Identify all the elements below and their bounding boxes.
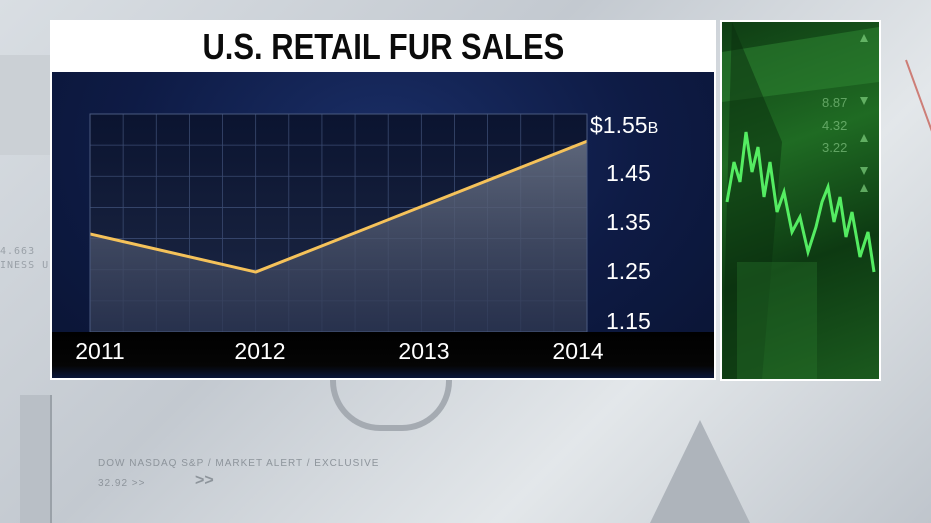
background-footer-value: 32.92 >> xyxy=(98,478,146,489)
x-axis-bar xyxy=(52,332,714,378)
background-ticker-text: 4.663 xyxy=(0,246,36,257)
stock-chart-video-icon: 8.87 4.32 3.22 xyxy=(722,22,879,379)
chart-panel: U.S. RETAIL FUR SALES 2011 2012 2013 2014 1… xyxy=(50,20,716,380)
y-tick-label: $1.55B xyxy=(590,112,658,139)
double-chevron-icon: >> xyxy=(195,472,214,489)
y-tick-label: 1.15 xyxy=(606,308,651,334)
title-bar: U.S. RETAIL FUR SALES xyxy=(52,22,714,72)
x-tick-label: 2014 xyxy=(552,338,604,364)
background-footer-text: DOW NASDAQ S&P / MARKET ALERT / EXCLUSIV… xyxy=(98,458,380,469)
video-ticker-value: 4.32 xyxy=(822,118,847,133)
chart-title: U.S. RETAIL FUR SALES xyxy=(202,26,564,67)
background-chevron-shape xyxy=(650,420,750,523)
y-tick-value: $1.55 xyxy=(590,112,648,138)
chart-plot xyxy=(89,113,588,333)
y-tick-label: 1.25 xyxy=(606,258,651,284)
video-ticker-value: 8.87 xyxy=(822,95,847,110)
y-tick-label: 1.45 xyxy=(606,160,651,186)
area-fill xyxy=(90,141,587,332)
stock-video-panel: 8.87 4.32 3.22 xyxy=(720,20,881,381)
x-tick-label: 2011 xyxy=(75,338,125,364)
background-panel xyxy=(0,55,50,155)
series-line xyxy=(89,139,588,274)
y-unit-label: B xyxy=(647,120,659,137)
video-ticker-value: 3.22 xyxy=(822,140,847,155)
background-ticker-text: INESS U xyxy=(0,260,50,271)
x-tick-label: 2013 xyxy=(398,338,450,364)
background-stripe xyxy=(20,395,52,523)
background-red-line xyxy=(905,59,931,305)
x-tick-label: 2012 xyxy=(234,338,286,364)
y-tick-label: 1.35 xyxy=(606,209,651,235)
background-ring-shape xyxy=(330,375,452,431)
